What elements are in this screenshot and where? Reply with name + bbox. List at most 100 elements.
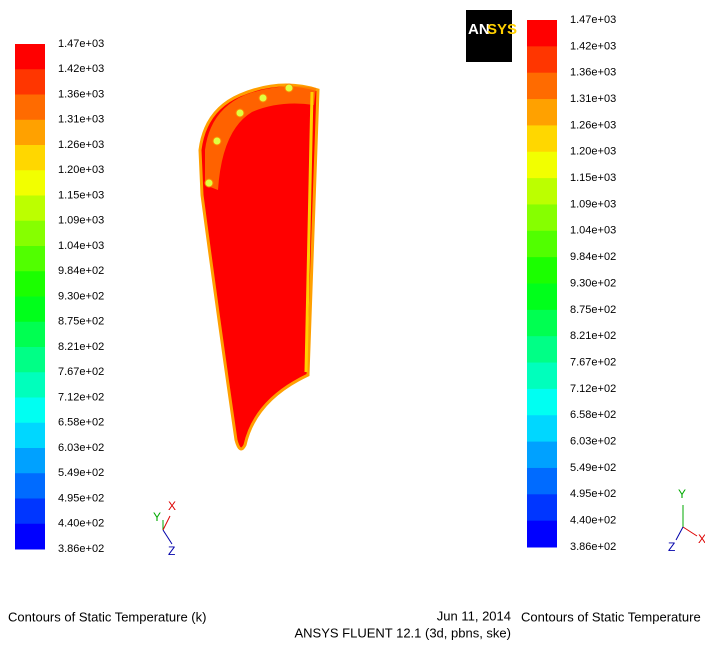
version: ANSYS FLUENT 12.1 (3d, pbns, ske): [294, 625, 511, 640]
axis-y-label: Y: [153, 510, 161, 524]
colorbar-label: 1.20e+03: [570, 146, 616, 158]
color-band: [527, 468, 557, 495]
colorbar-label: 5.49e+02: [570, 462, 616, 474]
colorbar-label: 5.49e+02: [58, 467, 104, 479]
color-band: [15, 448, 45, 474]
colorbar-label: 8.75e+02: [58, 316, 104, 328]
caption: Contours of Static Temperature (: [521, 609, 705, 624]
logo-suffix: SYS: [487, 21, 517, 38]
left-axis-triad: Y X Z: [153, 499, 176, 558]
colorbar-label: 3.86e+02: [58, 543, 104, 555]
ansys-logo: AN SYS: [466, 10, 517, 62]
color-band: [527, 99, 557, 126]
color-band: [15, 95, 45, 121]
colorbar-label: 7.12e+02: [58, 391, 104, 403]
color-band: [15, 473, 45, 499]
right-axis-triad: Y X Z: [668, 487, 705, 554]
color-band: [15, 271, 45, 297]
colorbar-label: 1.36e+03: [58, 88, 104, 100]
color-band: [527, 46, 557, 73]
color-band: [527, 20, 557, 47]
color-band: [527, 231, 557, 258]
color-band: [527, 257, 557, 284]
color-band: [15, 347, 45, 373]
colorbar-label: 1.09e+03: [58, 215, 104, 227]
color-band: [15, 170, 45, 196]
colorbar-label: 4.95e+02: [570, 488, 616, 500]
colorbar-label: 1.42e+03: [58, 63, 104, 75]
right-colorbar: 1.47e+03 1.42e+03 1.36e+03 1.31e+03 1.26e+03…: [527, 14, 616, 553]
caption: Contours of Static Temperature (k): [8, 609, 206, 624]
colorbar-label: 1.36e+03: [570, 67, 616, 79]
color-band: [527, 442, 557, 469]
color-band: [527, 152, 557, 179]
color-band: [527, 389, 557, 416]
colorbar-label: 4.95e+02: [58, 492, 104, 504]
blade-contour: [200, 84, 318, 449]
left-colorbar: 1.47e+03 1.42e+03 1.36e+03 1.31e+03 1.26e+03…: [15, 38, 104, 555]
colorbar-label: 1.47e+03: [58, 38, 104, 50]
color-band: [15, 69, 45, 95]
colorbar-label: 7.67e+02: [570, 356, 616, 368]
axis-y-label: Y: [678, 487, 686, 501]
color-band: [15, 44, 45, 70]
colorbar-label: 1.09e+03: [570, 198, 616, 210]
color-band: [15, 120, 45, 146]
color-band: [527, 284, 557, 311]
axis-x-label: X: [698, 532, 705, 546]
colorbar-label: 6.58e+02: [570, 409, 616, 421]
colorbar-label: 6.58e+02: [58, 417, 104, 429]
color-band: [527, 73, 557, 100]
color-band: [15, 423, 45, 449]
colorbar-label: 1.31e+03: [570, 93, 616, 105]
colorbar-label: 4.40e+02: [570, 515, 616, 527]
color-band: [15, 145, 45, 171]
color-band: [15, 524, 45, 550]
color-band: [15, 221, 45, 247]
screenshot: 1.47e+03 1.42e+03 1.36e+03 1.31e+03 1.26e+03…: [0, 0, 705, 650]
colorbar-label: 1.04e+03: [570, 225, 616, 237]
colorbar-label: 8.21e+02: [58, 341, 104, 353]
axis-z-label: Z: [668, 540, 675, 554]
date: Jun 11, 2014: [437, 608, 511, 623]
axis-z-label: Z: [168, 544, 175, 558]
axis-x-label: X: [168, 499, 176, 513]
color-band: [15, 297, 45, 323]
colorbar-label: 1.20e+03: [58, 164, 104, 176]
color-band: [15, 372, 45, 398]
color-band: [527, 415, 557, 442]
color-band: [15, 246, 45, 272]
colorbar-label: 1.15e+03: [570, 172, 616, 184]
color-band: [527, 204, 557, 231]
colorbar-label: 1.15e+03: [58, 189, 104, 201]
colorbar-label: 1.26e+03: [570, 119, 616, 131]
colorbar-label: 9.30e+02: [570, 277, 616, 289]
colorbar-label: 8.21e+02: [570, 330, 616, 342]
color-band: [15, 196, 45, 222]
colorbar-label: 3.86e+02: [570, 541, 616, 553]
color-band: [527, 178, 557, 205]
color-band: [527, 336, 557, 363]
colorbar-label: 1.42e+03: [570, 40, 616, 52]
colorbar-label: 9.84e+02: [570, 251, 616, 263]
colorbar-label: 1.04e+03: [58, 240, 104, 252]
color-band: [527, 363, 557, 390]
colorbar-label: 9.84e+02: [58, 265, 104, 277]
color-band: [527, 310, 557, 337]
colorbar-label: 6.03e+02: [570, 436, 616, 448]
colorbar-label: 1.47e+03: [570, 14, 616, 26]
colorbar-label: 4.40e+02: [58, 518, 104, 530]
color-band: [15, 398, 45, 424]
colorbar-label: 7.12e+02: [570, 383, 616, 395]
colorbar-label: 7.67e+02: [58, 366, 104, 378]
color-band: [15, 499, 45, 525]
colorbar-label: 9.30e+02: [58, 290, 104, 302]
color-band: [527, 494, 557, 521]
color-band: [527, 125, 557, 152]
colorbar-label: 1.26e+03: [58, 139, 104, 151]
colorbar-label: 8.75e+02: [570, 304, 616, 316]
color-band: [15, 322, 45, 348]
colorbar-label: 6.03e+02: [58, 442, 104, 454]
colorbar-label: 1.31e+03: [58, 114, 104, 126]
color-band: [527, 521, 557, 548]
